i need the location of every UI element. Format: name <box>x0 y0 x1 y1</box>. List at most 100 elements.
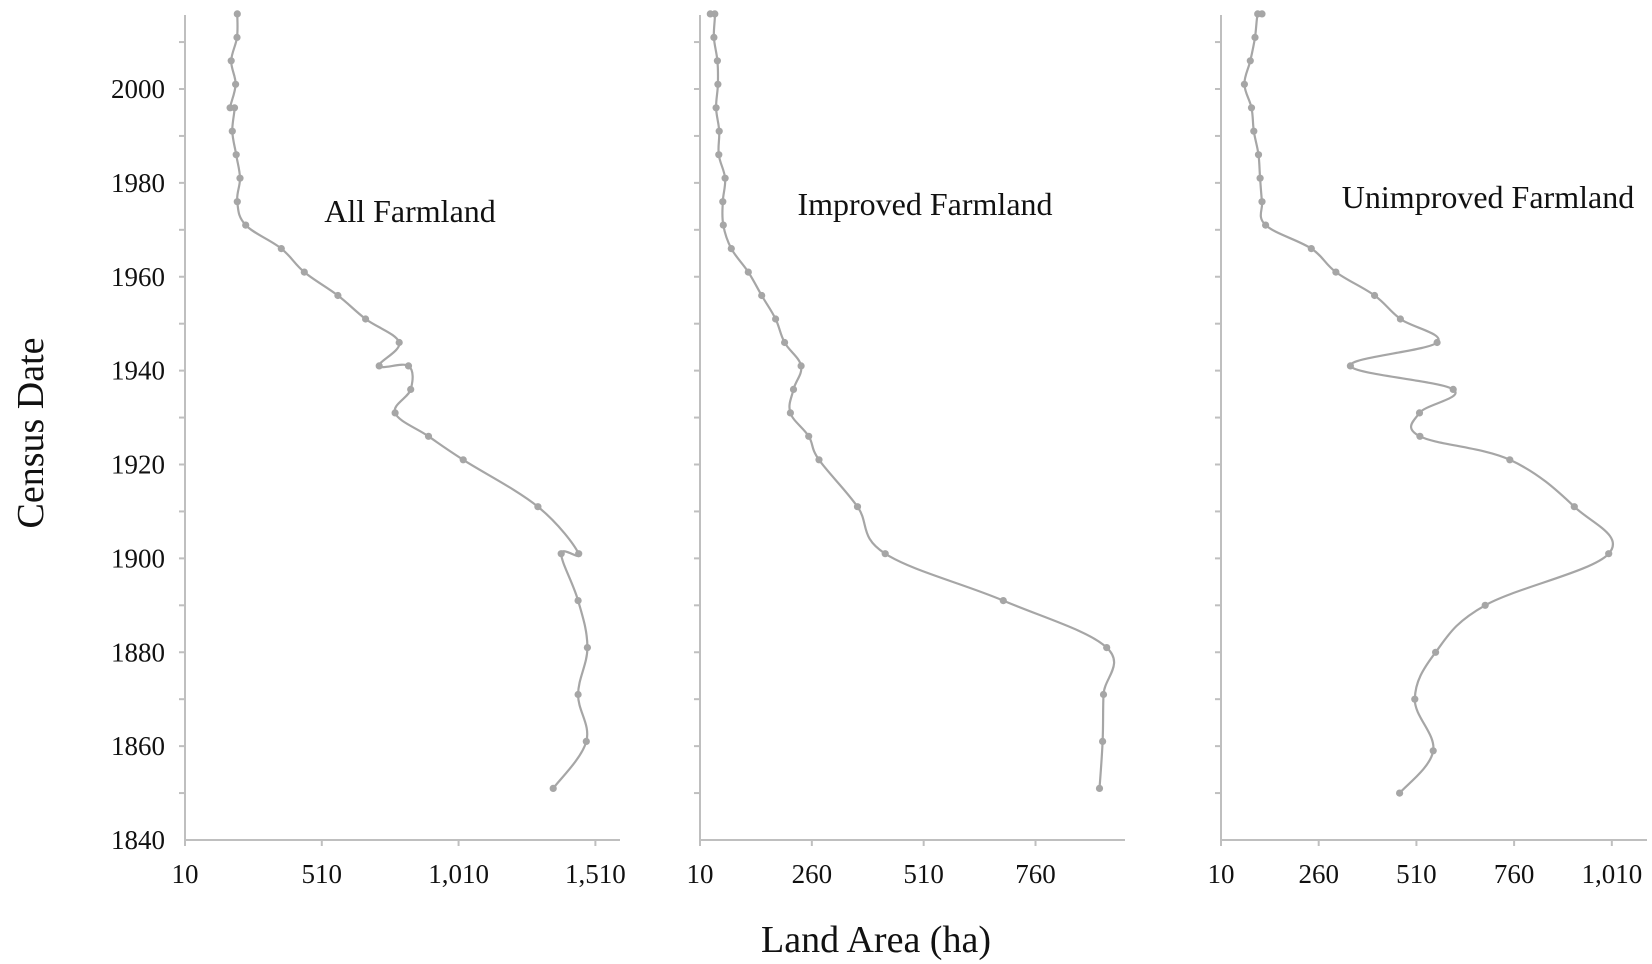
data-point <box>881 550 889 558</box>
data-point <box>277 245 285 253</box>
y-axis-title: Census Date <box>10 337 52 528</box>
data-point <box>797 362 805 370</box>
x-tick-label: 1,010 <box>1581 859 1642 889</box>
data-point <box>1396 315 1404 323</box>
data-point <box>781 338 789 347</box>
data-point <box>772 315 780 323</box>
data-point <box>236 174 244 182</box>
data-point <box>407 385 415 393</box>
data-point <box>1254 151 1263 159</box>
x-tick-label: 760 <box>1015 859 1056 889</box>
data-point <box>714 80 722 88</box>
data-point <box>575 550 583 558</box>
y-tick-label: 1940 <box>111 356 165 386</box>
data-point <box>334 291 342 300</box>
data-point <box>549 784 557 793</box>
data-point <box>727 245 735 253</box>
chart-panels: 1840 1860 1880 1900 1920 1940 1960 1980 2000 10 51… <box>111 10 1647 889</box>
data-point <box>713 57 722 65</box>
data-point <box>226 104 234 112</box>
x-tick-label: 510 <box>903 859 944 889</box>
data-point <box>1103 644 1111 652</box>
series-line <box>229 13 589 790</box>
data-point <box>233 10 241 18</box>
x-tick-label: 260 <box>792 859 833 889</box>
x-tick-label: 260 <box>1298 859 1339 889</box>
data-point <box>300 268 308 276</box>
y-tick-label: 1960 <box>111 262 165 292</box>
x-tick-label: 1,510 <box>565 859 626 889</box>
x-tick-label: 1,010 <box>428 859 489 889</box>
data-point <box>1481 601 1489 609</box>
data-point <box>395 338 403 347</box>
series-line <box>709 10 1116 789</box>
panel-1: 1840 1860 1880 1900 1920 1940 1960 1980 2000 10 51… <box>111 10 626 889</box>
data-point <box>1346 362 1354 370</box>
data-point <box>534 503 542 511</box>
data-point <box>404 362 413 370</box>
data-point <box>1371 291 1379 300</box>
data-point <box>721 174 729 182</box>
data-point <box>227 57 235 65</box>
panel-title: All Farmland <box>324 193 496 229</box>
x-tick-label: 10 <box>1208 859 1235 889</box>
data-point <box>1332 268 1340 276</box>
data-point <box>1449 385 1457 393</box>
data-point <box>712 104 720 112</box>
data-point <box>574 690 582 699</box>
y-tick-label: 2000 <box>111 74 165 104</box>
data-point <box>719 221 727 229</box>
data-point <box>706 10 714 18</box>
data-point <box>1396 789 1404 797</box>
panel-3: 10 260 510 760 1,010 Unimproved Farmland <box>1208 10 1647 889</box>
data-point <box>1262 221 1270 229</box>
data-point <box>1433 338 1441 347</box>
data-point <box>805 432 813 440</box>
data-point <box>710 33 718 42</box>
data-point <box>1307 245 1315 253</box>
data-point <box>1095 784 1104 793</box>
data-point <box>233 198 241 206</box>
y-tick-label: 1980 <box>111 168 165 198</box>
data-point <box>999 597 1007 605</box>
data-point <box>719 198 727 206</box>
data-point <box>744 268 752 276</box>
data-point <box>1250 127 1258 135</box>
data-point <box>233 33 241 42</box>
data-point <box>1247 104 1256 112</box>
data-point <box>391 409 399 417</box>
data-point <box>1605 550 1613 558</box>
data-point <box>1570 503 1578 511</box>
y-tick-label: 1880 <box>111 637 165 667</box>
x-tick-label: 760 <box>1494 859 1535 889</box>
panel-title: Improved Farmland <box>797 186 1052 222</box>
data-point <box>1256 174 1264 182</box>
x-tick-label: 10 <box>172 859 199 889</box>
data-point <box>1099 737 1107 746</box>
data-point <box>242 221 250 229</box>
x-tick-label: 510 <box>302 859 343 889</box>
panel-title: Unimproved Farmland <box>1342 179 1634 215</box>
y-tick-label: 1920 <box>111 450 165 480</box>
x-tick-label: 10 <box>687 859 714 889</box>
data-point <box>557 550 565 558</box>
data-point <box>1258 198 1266 206</box>
y-tick-label: 1900 <box>111 543 165 573</box>
data-point <box>424 432 433 440</box>
data-point <box>574 597 582 605</box>
data-point <box>232 80 240 88</box>
data-point <box>582 737 590 746</box>
data-point <box>375 362 383 370</box>
data-point <box>1411 695 1419 703</box>
data-point <box>1258 10 1266 18</box>
data-point <box>1099 690 1108 699</box>
data-point <box>815 456 823 464</box>
data-point <box>1429 747 1437 755</box>
data-point <box>789 385 798 393</box>
data-point <box>715 151 723 159</box>
data-point <box>853 503 862 511</box>
y-tick-label: 1840 <box>111 825 165 855</box>
data-point <box>1432 648 1440 656</box>
